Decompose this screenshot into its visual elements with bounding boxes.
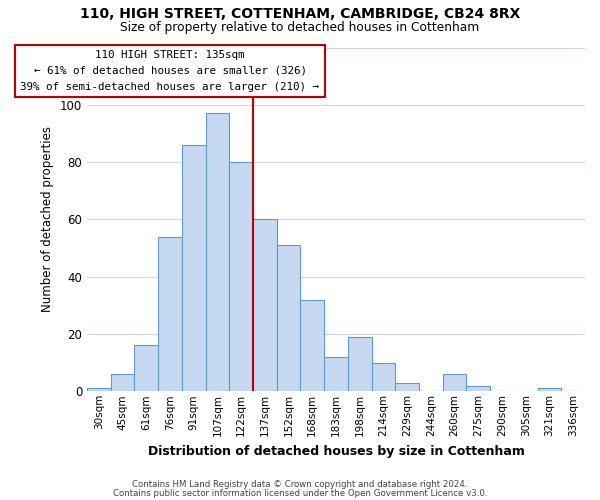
Bar (443, 374, 466, 392)
X-axis label: Distribution of detached houses by size in Cottenham: Distribution of detached houses by size … (148, 444, 524, 458)
Text: 110 HIGH STREET: 135sqm
← 61% of detached houses are smaller (326)
39% of semi-d: 110 HIGH STREET: 135sqm ← 61% of detache… (20, 50, 320, 92)
Bar (229, 162, 253, 392)
Text: Contains public sector information licensed under the Open Government Licence v3: Contains public sector information licen… (113, 488, 487, 498)
Y-axis label: Number of detached properties: Number of detached properties (41, 126, 54, 312)
Bar (324, 357, 348, 392)
Bar (206, 114, 229, 392)
Bar (87, 388, 111, 392)
Bar (253, 220, 277, 392)
Bar (134, 346, 158, 392)
Bar (277, 245, 301, 392)
Bar (301, 300, 324, 392)
Bar (111, 374, 134, 392)
Text: Size of property relative to detached houses in Cottenham: Size of property relative to detached ho… (121, 21, 479, 34)
Bar (466, 386, 490, 392)
Bar (348, 337, 371, 392)
Bar (395, 382, 419, 392)
Bar (158, 236, 182, 392)
Text: Contains HM Land Registry data © Crown copyright and database right 2024.: Contains HM Land Registry data © Crown c… (132, 480, 468, 489)
Bar (538, 388, 561, 392)
Bar (371, 362, 395, 392)
Bar (182, 145, 206, 392)
Text: 110, HIGH STREET, COTTENHAM, CAMBRIDGE, CB24 8RX: 110, HIGH STREET, COTTENHAM, CAMBRIDGE, … (80, 8, 520, 22)
